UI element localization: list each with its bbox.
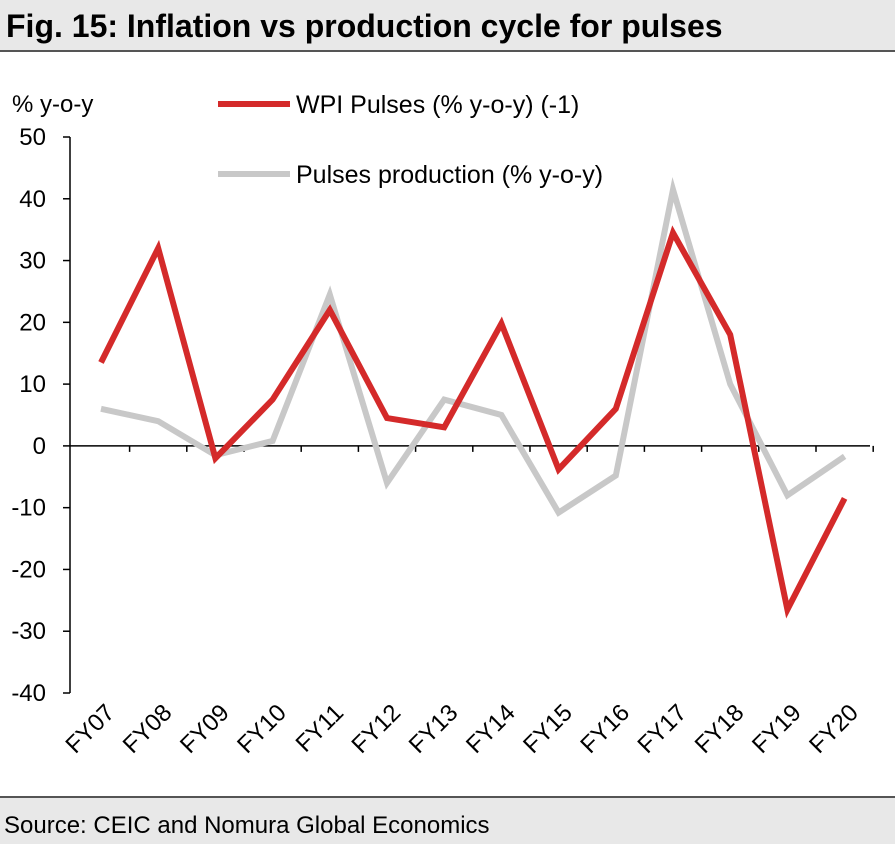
footer: Source: CEIC and Nomura Global Economics — [0, 796, 895, 844]
series-line-wpi — [98, 225, 848, 619]
legend-label-production: Pulses production (% y-o-y) — [296, 161, 603, 189]
legend-label-wpi: WPI Pulses (% y-o-y) (-1) — [296, 91, 579, 119]
source-note: Source: CEIC and Nomura Global Economics — [4, 812, 490, 839]
legend: WPI Pulses (% y-o-y) (-1) Pulses producti… — [218, 91, 603, 189]
x-tick-label: FY14 — [461, 699, 521, 759]
x-tick-label: FY10 — [232, 699, 292, 759]
x-tick-label: FY09 — [175, 699, 235, 759]
y-tick-label: -20 — [11, 556, 46, 583]
title-bar: Fig. 15: Inflation vs production cycle f… — [0, 0, 895, 52]
series-production — [100, 176, 847, 517]
x-tick-label: FY11 — [291, 699, 349, 757]
x-tick-label: FY13 — [404, 699, 464, 759]
series-line-production — [100, 176, 847, 517]
line-chart: 50403020100-10-20-30-40FY07FY08FY09FY10F… — [11, 91, 874, 759]
x-tick-label: FY17 — [633, 699, 693, 759]
series-wpi — [98, 225, 848, 619]
y-tick-label: 30 — [19, 248, 46, 275]
y-tick-label: -10 — [11, 495, 46, 522]
x-tick-label: FY08 — [118, 699, 178, 759]
y-axis-label: % y-o-y — [12, 91, 93, 118]
y-tick-label: 40 — [19, 186, 46, 213]
x-tick-label: FY07 — [61, 699, 121, 759]
y-tick-label: -40 — [11, 680, 46, 707]
y-tick-label: 20 — [19, 309, 46, 336]
x-tick-label: FY19 — [747, 699, 807, 759]
plot-area: 50 40 30 20 10 0 -10 -20 -30 -40 FY07 FY08 FY09 FY10 F… — [0, 52, 895, 792]
x-tick-label: FY20 — [804, 699, 864, 759]
chart-title: Fig. 15: Inflation vs production cycle f… — [6, 8, 723, 44]
y-tick-label: 10 — [19, 371, 46, 398]
y-tick-label: -30 — [11, 618, 46, 645]
x-tick-label: FY12 — [347, 699, 407, 759]
x-tick-label: FY18 — [690, 699, 750, 759]
y-tick-label: 0 — [33, 433, 46, 460]
x-tick-label: FY15 — [518, 699, 578, 759]
x-tick-label: FY16 — [575, 699, 635, 759]
y-tick-label: 50 — [19, 124, 46, 151]
